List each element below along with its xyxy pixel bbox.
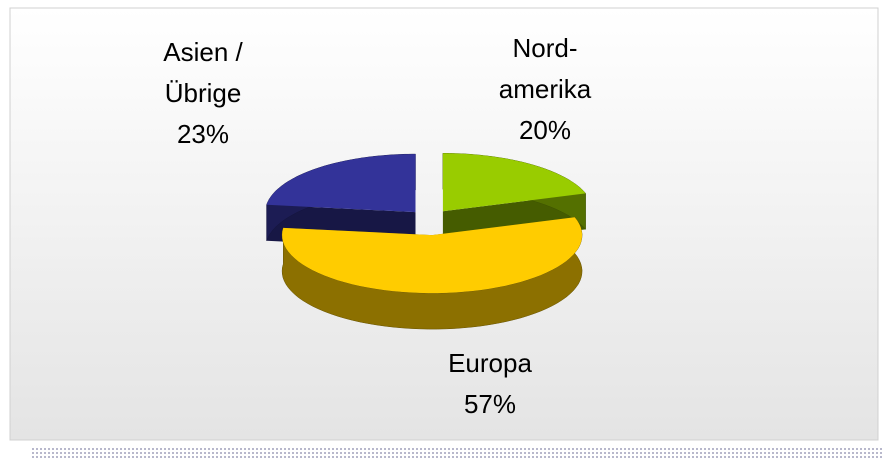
value-label: 20% bbox=[518, 115, 572, 145]
slice-label: Europa 57% bbox=[390, 343, 590, 425]
category-label: Nord- amerika bbox=[498, 33, 592, 104]
category-label: Asien / Übrige bbox=[163, 37, 243, 108]
slice-label: Asien / Übrige 23% bbox=[103, 32, 303, 155]
value-label: 23% bbox=[176, 119, 230, 149]
slice-label: Nord- amerika 20% bbox=[445, 28, 645, 151]
slice bbox=[266, 154, 416, 213]
value-label: 57% bbox=[463, 389, 517, 419]
slice bbox=[282, 217, 583, 294]
bottom-strip bbox=[30, 446, 884, 459]
category-label: Europa bbox=[448, 348, 532, 378]
slice bbox=[442, 153, 586, 212]
pie bbox=[266, 153, 586, 330]
